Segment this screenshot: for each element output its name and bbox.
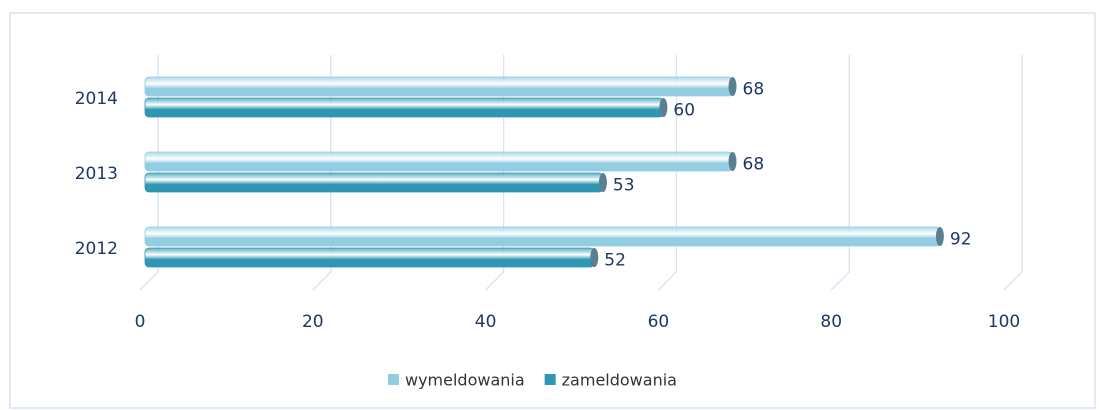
bar-cap xyxy=(935,227,944,246)
bar xyxy=(144,247,595,268)
grid-line xyxy=(657,55,678,291)
chart-frame xyxy=(9,12,1096,409)
data-label: 52 xyxy=(604,251,626,271)
legend-label: zameldowania xyxy=(562,371,677,390)
data-label: 68 xyxy=(743,80,765,100)
bar xyxy=(144,172,604,193)
data-label: 60 xyxy=(673,101,695,121)
bar-cap xyxy=(598,173,607,192)
grid-line xyxy=(312,55,332,291)
bar xyxy=(144,97,664,118)
x-tick-label: 60 xyxy=(648,312,670,332)
bar-cap xyxy=(590,248,599,267)
data-label: 53 xyxy=(613,176,635,196)
x-tick-label: 0 xyxy=(135,312,146,332)
grid-line xyxy=(485,55,505,291)
x-tick-label: 100 xyxy=(988,312,1020,332)
legend-swatch xyxy=(544,374,556,385)
legend-swatch xyxy=(388,374,399,385)
y-tick-label: 2012 xyxy=(75,239,118,259)
bar xyxy=(144,226,941,247)
grid-line xyxy=(830,55,850,291)
bar-cap xyxy=(728,152,737,171)
bar-cap xyxy=(728,77,737,96)
legend-label: wymeldowania xyxy=(405,371,525,390)
y-tick-label: 2013 xyxy=(75,164,118,184)
y-tick-label: 2014 xyxy=(75,89,118,109)
data-label: 68 xyxy=(743,155,765,175)
x-tick-label: 40 xyxy=(475,312,497,332)
data-label: 92 xyxy=(950,230,972,250)
x-tick-label: 80 xyxy=(820,312,842,332)
grid-line xyxy=(1003,55,1023,291)
bar xyxy=(144,76,733,97)
bar-cap xyxy=(659,98,668,117)
bar xyxy=(144,151,733,172)
grid-line xyxy=(139,55,159,291)
x-tick-label: 20 xyxy=(302,312,324,332)
